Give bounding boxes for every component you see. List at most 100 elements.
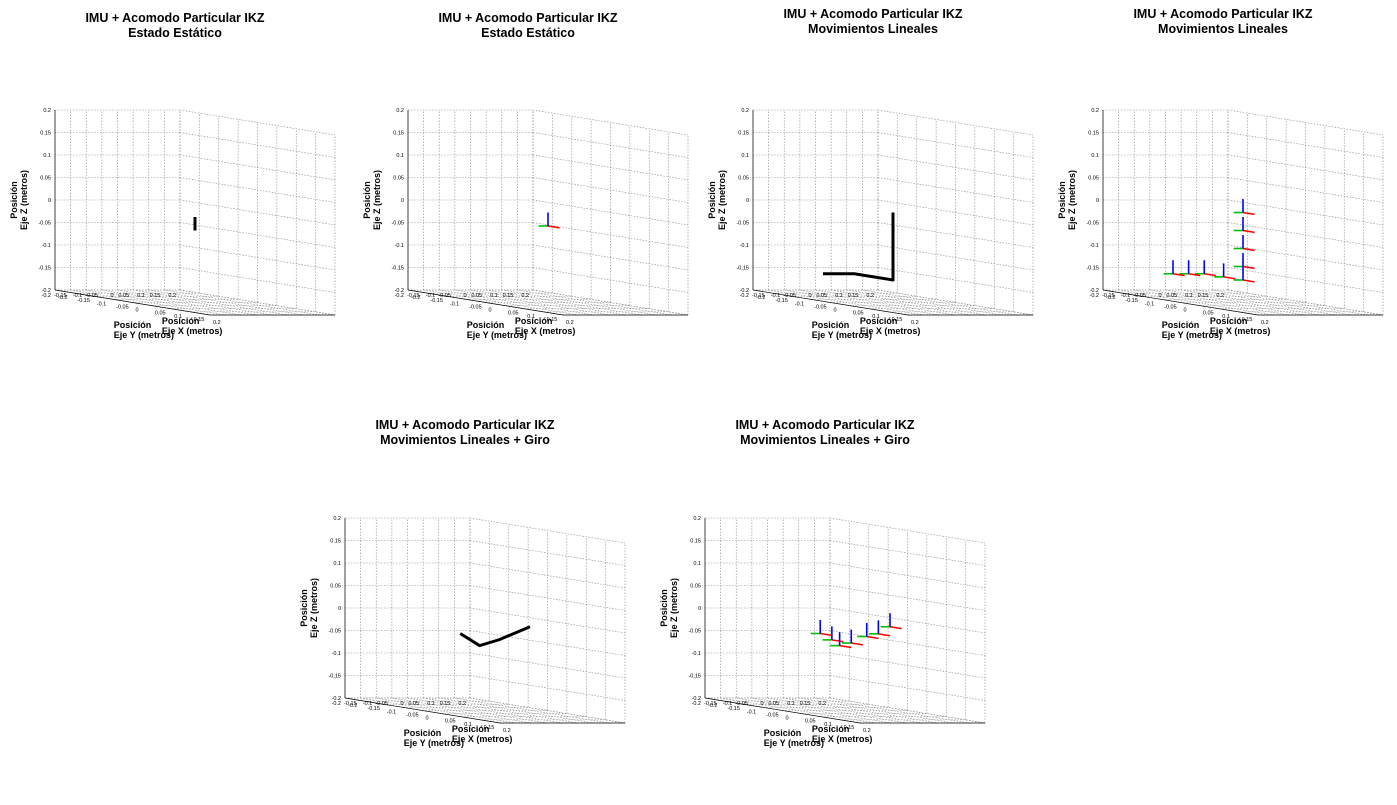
z-tick-label: -0.2 [1090,288,1099,294]
x-tick-label: -0.2 [348,703,357,709]
chart-title-line-1: IMU + Acomodo Particular IKZ [783,7,963,21]
z-tick-label: -0.2 [692,696,701,702]
x-tick-label: -0.15 [727,706,740,712]
y-tick-label: -0.05 [1133,293,1146,299]
x-tick-label: 0 [1184,308,1187,314]
z-tick-label: -0.05 [391,221,404,227]
x-axis-label-line-1: Posición [161,315,200,326]
y-tick-label: 0.1 [1185,293,1193,299]
z-axis-label-line-1: Posición [659,589,669,627]
chart-panel-6: -0.2 -0.15 -0.1 -0.05 0 0.05 0.1 0.15 0.2 -0.2 -0.… [650,408,1000,794]
z-axis-label-line-1: Posición [9,181,19,219]
trajectory-line [459,625,531,648]
y-tick-label: -0.2 [395,293,404,299]
y-tick-label: 0.15 [800,701,811,707]
x-tick-label: -0.1 [387,709,396,715]
y-axis-label-line-1: Posición [811,320,850,330]
orientation-triad [822,626,844,643]
orientation-triad [869,620,891,637]
z-axis-label-line-2: Eje Z (metros) [669,577,679,638]
grid [344,517,626,724]
y-tick-label: -0.1 [426,293,435,299]
y-tick-label: 0.2 [521,293,529,299]
z-tick-label: 0.05 [393,176,404,182]
orientation-triad [1233,266,1255,283]
y-tick-label: 0.2 [168,293,176,299]
y-axis-label: Posición Eje Y (metros) [404,728,464,748]
z-axis-label-line-1: Posición [707,181,717,219]
chart-title-line-2: Movimientos Lineales + Giro [740,433,910,447]
orientation-triad [1233,217,1255,234]
y-axis-label: Posición Eje Y (metros) [114,320,174,340]
y-tick-label: 0.15 [150,293,161,299]
x-tick-label: -0.05 [814,304,827,310]
z-axis-label-line-1: Posición [1057,181,1067,219]
y-tick-label: -0.1 [771,293,780,299]
orientation-triad [1233,235,1255,252]
z-axis-label: Posición Eje Z (metros) [9,170,29,230]
x-tick-label: -0.2 [708,703,717,709]
orientation-frames [810,613,902,649]
chart-title-line-1: IMU + Acomodo Particular IKZ [1133,7,1313,21]
z-tick-label: 0.05 [40,176,51,182]
z-tick-label: 0.1 [43,153,51,159]
x-tick-label: 0.1 [1222,314,1230,320]
z-axis-label-line-2: Eje Z (metros) [19,169,29,230]
x-tick-label: -0.05 [116,304,129,310]
axis-frame [1102,110,1383,316]
x-tick-label: 0.05 [805,719,816,725]
y-tick-label: 0.15 [503,293,514,299]
y-tick-label: 0.2 [866,293,874,299]
grid [704,517,986,724]
z-tick-label: 0.05 [330,584,341,590]
chart-title-line-2: Movimientos Lineales + Giro [380,433,550,447]
y-axis-label-line-1: Posición [466,320,505,330]
x-tick-label: -0.2 [1106,295,1115,301]
x-tick-label: 0.2 [503,728,511,734]
x-tick-label: -0.05 [406,712,419,718]
z-tick-label: -0.1 [1090,243,1099,249]
chart-title-line-1: IMU + Acomodo Particular IKZ [438,11,618,25]
chart-title-line-1: IMU + Acomodo Particular IKZ [85,11,265,25]
x-axis-label-line-1: Posición [1209,315,1248,326]
x-tick-label: 0.05 [155,311,166,317]
x-tick-label: 0.2 [911,320,919,326]
x-tick-label: -0.15 [1125,298,1138,304]
x-axis-arrow [1242,247,1255,252]
chart-panel-3: -0.2 -0.15 -0.1 -0.05 0 0.05 0.1 0.15 0.2 -0.2 -0.… [698,0,1048,397]
y-tick-label: 0 [760,701,763,707]
y-tick-label: 0.05 [1166,293,1177,299]
chart-title: IMU + Acomodo Particular IKZ Movimientos … [650,418,1000,448]
z-tick-label: -0.05 [328,629,341,635]
x-tick-label: 0.1 [824,722,832,728]
z-tick-label: -0.2 [42,288,51,294]
z-axis-label: Posición Eje Z (metros) [659,578,679,638]
z-tick-label: 0.1 [741,153,749,159]
z-tick-label: 0 [1096,198,1099,204]
x-tick-label: 0.05 [508,311,519,317]
x-axis-label-line-1: Posición [451,723,490,734]
x-tick-label: -0.15 [77,298,90,304]
x-tick-label: 0.1 [174,314,182,320]
x-tick-label: 0 [136,308,139,314]
x-axis-label: Posición Eje X (metros) [812,724,873,744]
x-axis-label-line-2: Eje X (metros) [811,733,873,744]
z-tick-label: 0.2 [693,516,701,522]
y-tick-label: -0.1 [363,701,372,707]
orientation-frames [1163,199,1255,283]
x-tick-label: -0.1 [747,709,756,715]
z-tick-label: 0.1 [396,153,404,159]
x-tick-label: -0.05 [1164,304,1177,310]
y-tick-label: 0 [808,293,811,299]
z-tick-label: 0.2 [43,108,51,114]
chart-title-line-2: Movimientos Lineales [1158,22,1288,36]
y-tick-label: 0.15 [440,701,451,707]
z-tick-label: 0.05 [690,584,701,590]
x-tick-label: -0.1 [795,301,804,307]
